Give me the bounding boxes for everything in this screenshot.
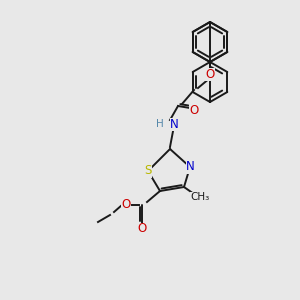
Text: S: S xyxy=(144,164,152,178)
Text: O: O xyxy=(137,223,147,236)
Text: CH₃: CH₃ xyxy=(190,192,210,202)
Text: N: N xyxy=(186,160,194,173)
Text: O: O xyxy=(189,103,199,116)
Text: O: O xyxy=(122,199,130,212)
Text: O: O xyxy=(206,68,214,80)
Text: H: H xyxy=(156,119,164,129)
Text: N: N xyxy=(170,118,179,130)
